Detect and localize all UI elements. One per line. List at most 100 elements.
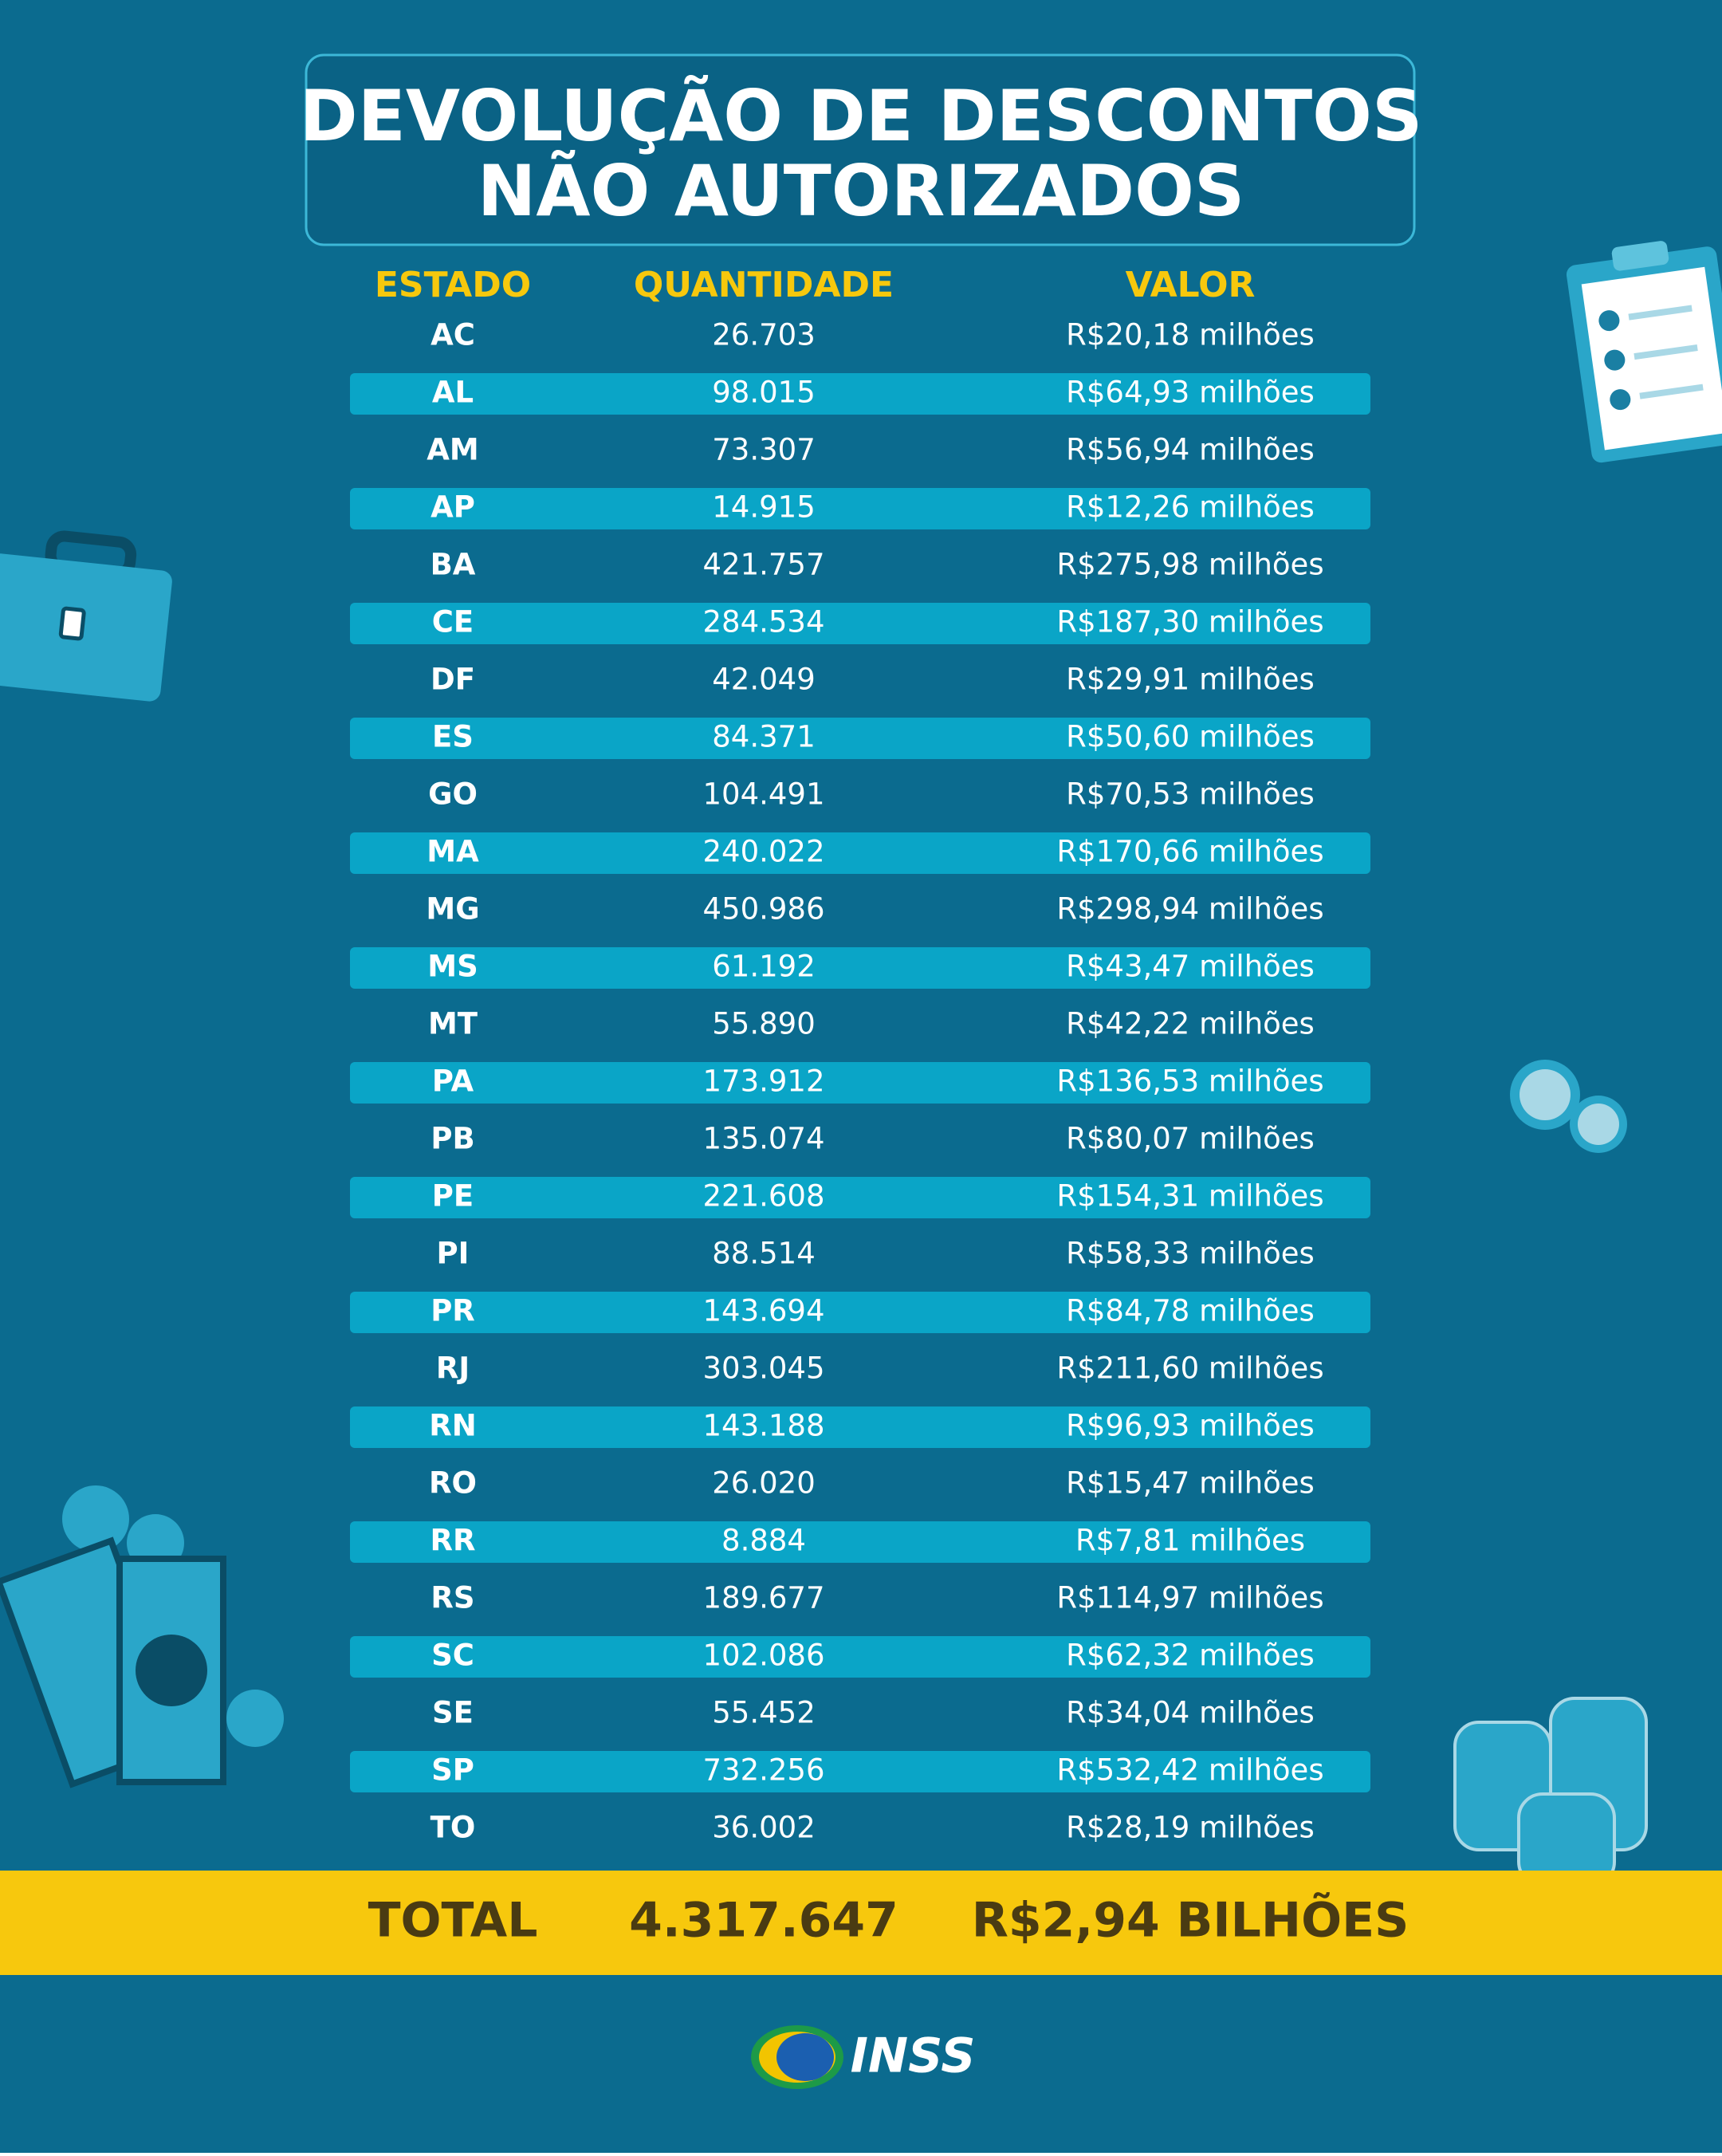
- table-cell: MG: [426, 892, 479, 927]
- table-cell: R$170,66 milhões: [1056, 835, 1323, 869]
- table-cell: 55.452: [712, 1696, 815, 1730]
- table-cell: R$56,94 milhões: [1066, 433, 1315, 467]
- table-cell: R$29,91 milhões: [1066, 663, 1315, 697]
- coin-stack-icon: [1453, 1697, 1648, 1887]
- table-cell: 88.514: [712, 1237, 815, 1271]
- table-cell: R$154,31 milhões: [1056, 1179, 1323, 1214]
- table-cell: SE: [432, 1696, 474, 1730]
- title: NÃO AUTORIZADOS: [478, 150, 1245, 232]
- table-cell: 189.677: [702, 1581, 824, 1615]
- column-header: ESTADO: [375, 265, 531, 305]
- table-cell: R$70,53 milhões: [1066, 777, 1315, 812]
- coins-icon: [1510, 1060, 1627, 1153]
- title-box: [305, 53, 1416, 246]
- table-cell: DF: [431, 663, 475, 697]
- table-cell: 143.188: [702, 1409, 824, 1443]
- table-cell: RS: [431, 1581, 474, 1615]
- table-cell: R$50,60 milhões: [1066, 720, 1315, 754]
- table-cell: R$34,04 milhões: [1066, 1696, 1315, 1730]
- row-stripe: [350, 373, 1370, 415]
- table-cell: 98.015: [712, 376, 815, 410]
- table-cell: R$96,93 milhões: [1066, 1409, 1315, 1443]
- table-cell: R$62,32 milhões: [1066, 1639, 1315, 1673]
- table-cell: 84.371: [712, 720, 815, 754]
- table-cell: R$28,19 milhões: [1066, 1811, 1315, 1845]
- row-stripe: [350, 947, 1370, 989]
- table-cell: PA: [432, 1064, 474, 1099]
- table-cell: CE: [432, 605, 474, 639]
- table-cell: AL: [432, 376, 474, 410]
- table-cell: 284.534: [702, 605, 824, 639]
- table-cell: PE: [432, 1179, 474, 1214]
- table-cell: R$211,60 milhões: [1056, 1351, 1323, 1386]
- table-cell: ES: [432, 720, 474, 754]
- table-cell: 14.915: [712, 490, 815, 525]
- table-cell: 61.192: [712, 950, 815, 984]
- table-cell: AC: [431, 318, 475, 352]
- table-cell: MT: [428, 1007, 478, 1041]
- table-cell: RO: [429, 1466, 477, 1501]
- total-cell: 4.317.647: [629, 1893, 898, 1949]
- column-header: QUANTIDADE: [634, 265, 894, 305]
- table-cell: R$187,30 milhões: [1056, 605, 1323, 639]
- table-cell: 303.045: [702, 1351, 824, 1386]
- briefcase-icon: [0, 530, 172, 702]
- table-cell: R$80,07 milhões: [1066, 1122, 1315, 1156]
- table-cell: 42.049: [712, 663, 815, 697]
- table-cell: PB: [431, 1122, 474, 1156]
- table-cell: PR: [431, 1294, 475, 1328]
- table-cell: 8.884: [721, 1524, 806, 1558]
- row-stripe: [350, 1636, 1370, 1678]
- table-cell: 143.694: [702, 1294, 824, 1328]
- table-cell: R$275,98 milhões: [1056, 548, 1323, 582]
- table-cell: R$7,81 milhões: [1075, 1524, 1305, 1558]
- title: DEVOLUÇÃO DE DESCONTOS: [300, 75, 1423, 157]
- table-cell: 421.757: [702, 548, 824, 582]
- table-cell: 240.022: [702, 835, 824, 869]
- total-band: [0, 1871, 1722, 1975]
- table-cell: 450.986: [702, 892, 824, 927]
- row-stripe: [350, 1751, 1370, 1792]
- table-cell: GO: [428, 777, 478, 812]
- table-cell: RJ: [436, 1351, 470, 1386]
- table-cell: MS: [427, 950, 478, 984]
- clipboard-icon: [1566, 241, 1722, 463]
- table-cell: R$136,53 milhões: [1056, 1064, 1323, 1099]
- table-cell: AP: [431, 490, 475, 525]
- row-stripe: [350, 488, 1370, 529]
- logo-text: INSS: [851, 2028, 976, 2084]
- row-stripe: [350, 603, 1370, 644]
- total-cell: R$2,94 BILHÕES: [972, 1892, 1409, 1949]
- table-cell: 36.002: [712, 1811, 815, 1845]
- row-stripe: [350, 1177, 1370, 1218]
- table-cell: RN: [429, 1409, 476, 1443]
- table-cell: PI: [437, 1237, 470, 1271]
- table-cell: 104.491: [702, 777, 824, 812]
- table-cell: R$43,47 milhões: [1066, 950, 1315, 984]
- table-cell: 73.307: [712, 433, 815, 467]
- table-cell: 173.912: [702, 1064, 824, 1099]
- table-cell: R$15,47 milhões: [1066, 1466, 1315, 1501]
- table-cell: 135.074: [702, 1122, 824, 1156]
- table-cell: MA: [427, 835, 479, 869]
- row-stripe: [350, 1062, 1370, 1104]
- table-cell: R$12,26 milhões: [1066, 490, 1315, 525]
- table-cell: R$84,78 milhões: [1066, 1294, 1315, 1328]
- column-header: VALOR: [1126, 265, 1256, 305]
- table-cell: 55.890: [712, 1007, 815, 1041]
- table-cell: R$20,18 milhões: [1066, 318, 1315, 352]
- table-cell: R$114,97 milhões: [1056, 1581, 1323, 1615]
- table-cell: R$532,42 milhões: [1056, 1753, 1323, 1788]
- table-cell: 221.608: [702, 1179, 824, 1214]
- table-cell: 26.020: [712, 1466, 815, 1501]
- total-cell: TOTAL: [368, 1893, 538, 1949]
- table-cell: BA: [431, 548, 476, 582]
- table-cell: RR: [431, 1524, 476, 1558]
- table-cell: 102.086: [702, 1639, 824, 1673]
- row-stripe: [350, 718, 1370, 759]
- row-stripe: [350, 1521, 1370, 1563]
- row-stripe: [350, 1292, 1370, 1333]
- table-cell: SC: [431, 1639, 474, 1673]
- table-cell: 26.703: [712, 318, 815, 352]
